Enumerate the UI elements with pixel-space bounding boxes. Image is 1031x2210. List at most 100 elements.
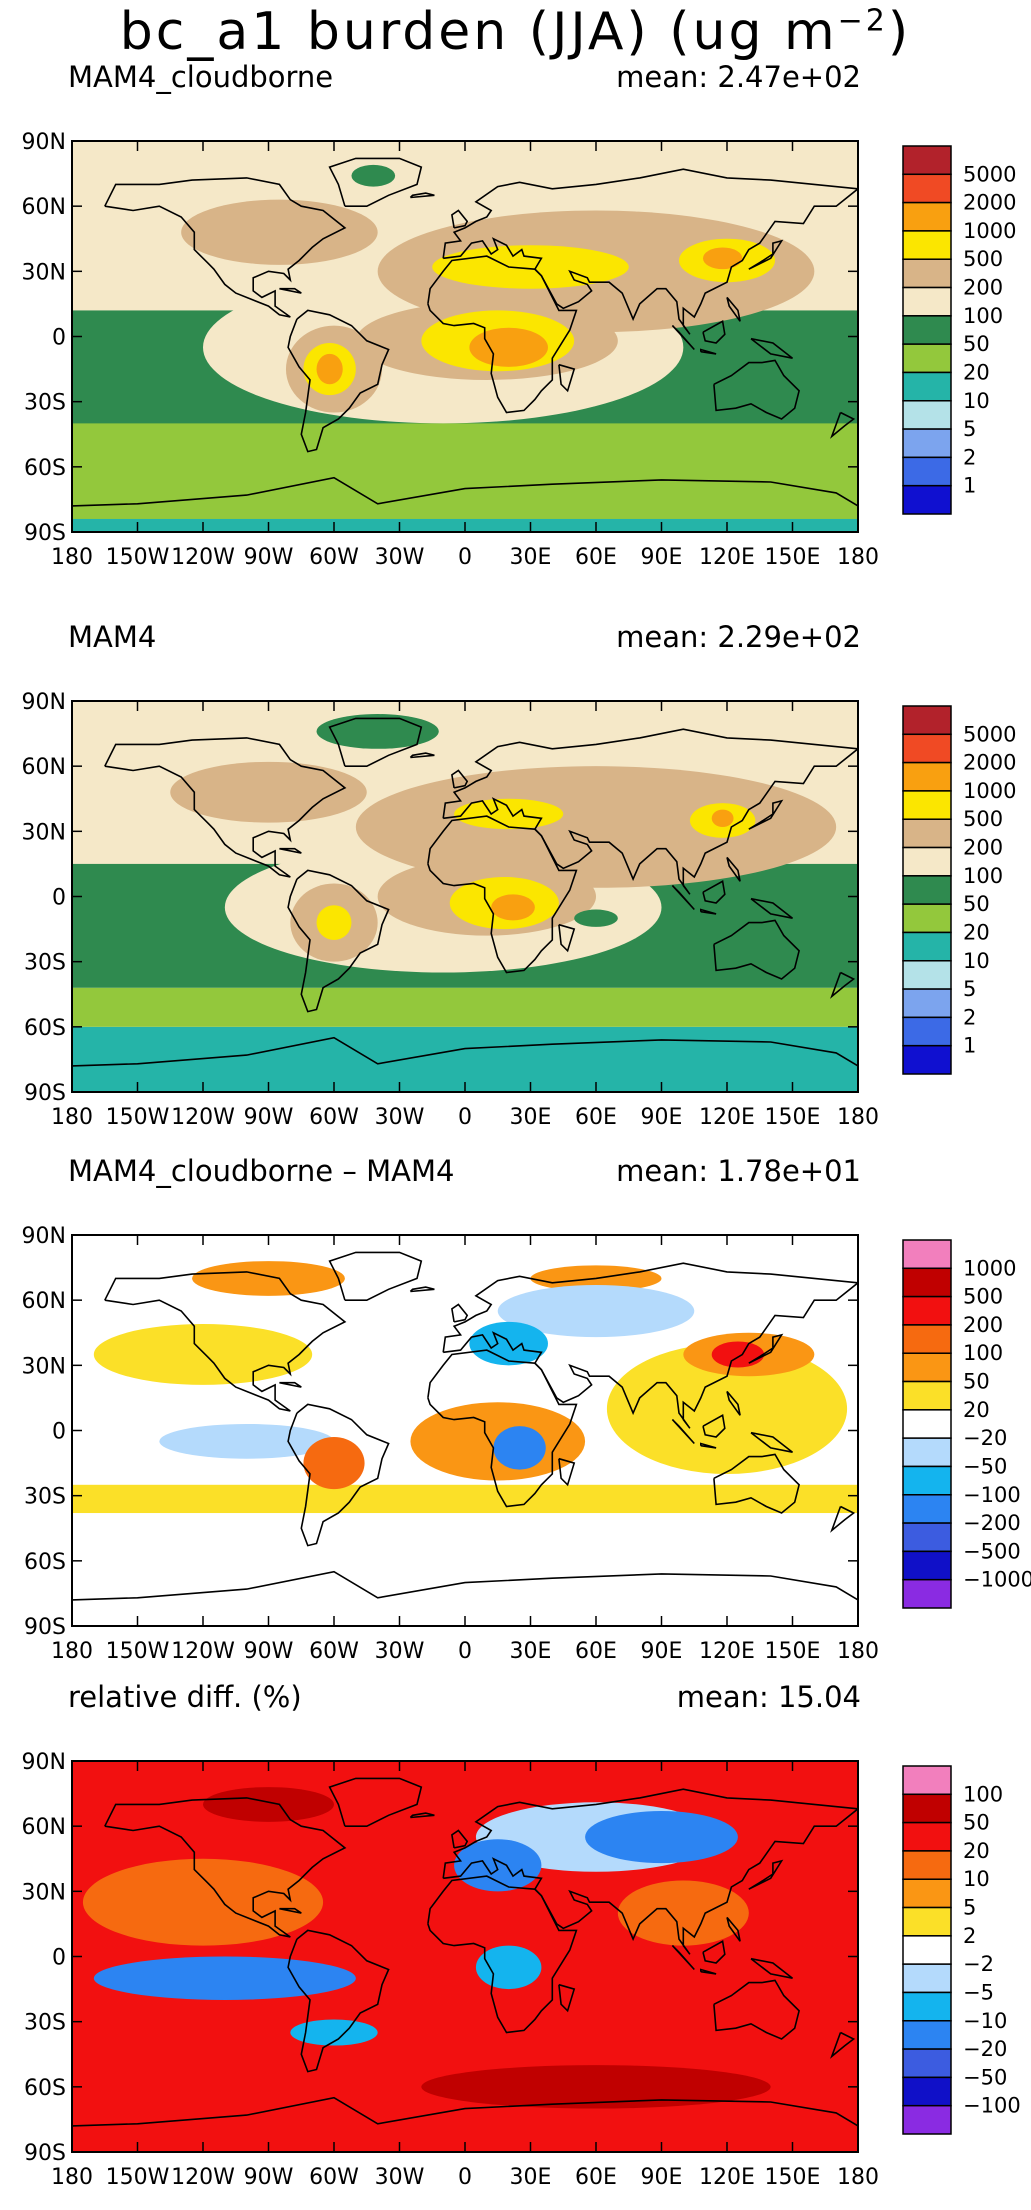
- colorbar-swatch: [902, 2104, 952, 2135]
- coastline: [726, 1916, 741, 1942]
- colorbar-label: 20: [963, 1398, 990, 1422]
- colorbar-swatch: [902, 173, 952, 204]
- colorbar-label: −2: [963, 1952, 994, 1976]
- colorbar-label: 1: [963, 1034, 976, 1058]
- lat-tick-label: 90S: [24, 1615, 66, 1640]
- coastline: [104, 1271, 347, 1412]
- lat-tick-label: 60N: [22, 1289, 66, 1314]
- coastline: [328, 1777, 423, 1827]
- field-blob-50: [421, 2065, 771, 2109]
- lon-tick-label: 60W: [309, 2165, 359, 2190]
- lat-tick-label: 30S: [24, 1485, 66, 1510]
- field-blob-500: [316, 905, 352, 940]
- colorbar-swatch: [902, 1494, 952, 1524]
- coastline: [442, 168, 858, 335]
- field-blob--10: [290, 2019, 378, 2046]
- coastline: [700, 1968, 717, 1975]
- lat-tick-label: 0: [52, 326, 66, 351]
- colorbar-swatch: [902, 258, 952, 289]
- coastline: [750, 1431, 793, 1453]
- coastline: [72, 1036, 858, 1067]
- lon-tick-label: 30E: [510, 1639, 552, 1664]
- coastline: [427, 815, 578, 974]
- coastline: [279, 1907, 302, 1914]
- coastline: [713, 359, 800, 420]
- lat-tick-label: 60N: [22, 755, 66, 780]
- lon-tick-label: 120W: [171, 1105, 235, 1130]
- colorbar-label: 20: [963, 360, 990, 384]
- lon-tick-label: 150W: [106, 1105, 170, 1130]
- colorbar-label: 5: [963, 977, 976, 1001]
- lon-tick-label: 90W: [244, 1105, 294, 1130]
- field-blob-50: [574, 909, 618, 927]
- coastline: [442, 728, 858, 895]
- colorbar-label: −5: [963, 1980, 994, 2004]
- colorbar-swatch: [902, 484, 952, 515]
- coastline: [671, 885, 695, 911]
- lon-tick-label: 120E: [699, 1639, 755, 1664]
- colorbar-swatch: [902, 230, 952, 260]
- coastline: [558, 1457, 576, 1487]
- coastline: [442, 1262, 858, 1429]
- lon-tick-label: 90E: [641, 1105, 683, 1130]
- lon-tick-label: 90E: [641, 2165, 683, 2190]
- coastline: [830, 2031, 856, 2059]
- lat-tick-label: 60S: [24, 1550, 66, 1575]
- lat-tick-label: 60N: [22, 195, 66, 220]
- colorbar-label: 100: [963, 1341, 1003, 1365]
- colorbar-label: 1000: [963, 219, 1016, 243]
- lon-tick-label: 150E: [765, 545, 821, 570]
- lon-tick-label: 30W: [375, 1639, 425, 1664]
- colorbar-label: −10: [963, 2009, 1007, 2033]
- coastline: [104, 177, 347, 318]
- panel-mean: mean: 2.29e+02: [616, 620, 861, 654]
- colorbar-label: 20: [963, 920, 990, 944]
- colorbar-swatch: [902, 1765, 952, 1796]
- coastline: [279, 287, 302, 294]
- coastlines: [72, 1777, 858, 2127]
- coastline: [750, 897, 793, 919]
- lon-tick-label: 150W: [106, 1639, 170, 1664]
- colorbar-label: 5: [963, 1896, 976, 1920]
- lon-tick-label: 30E: [510, 1105, 552, 1130]
- coastline: [748, 1333, 784, 1364]
- figure-title: bc_a1 burden (JJA) (ug m−2): [119, 2, 912, 62]
- coastline: [713, 1453, 800, 1514]
- lat-tick-label: 60S: [24, 1016, 66, 1041]
- coastline: [72, 476, 858, 507]
- lon-tick-label: 150E: [765, 1639, 821, 1664]
- colorbar-swatch: [902, 1550, 952, 1581]
- lat-tick-label: 60N: [22, 1815, 66, 1840]
- colorbar-label: −50: [963, 2065, 1007, 2089]
- map-svg: 180 150W 120W 90W 60W 30W 0 30E 60E 90E 120E 150E 18…: [22, 130, 1017, 570]
- colorbar-label: 100: [963, 1782, 1003, 1806]
- colorbar-swatch: [902, 1324, 952, 1354]
- colorbar-swatch: [902, 2076, 952, 2107]
- field-blob-500: [454, 798, 564, 830]
- colorbar-label: 5000: [963, 722, 1016, 746]
- coastline: [713, 919, 800, 980]
- colorbar-swatch: [902, 761, 952, 792]
- coastline: [702, 1414, 726, 1438]
- field-blob-50: [203, 1787, 334, 1822]
- coastline: [750, 337, 793, 359]
- lon-tick-label: 120E: [699, 545, 755, 570]
- colorbar-swatch: [902, 1437, 952, 1468]
- lon-tick-label: 30E: [510, 545, 552, 570]
- lat-tick-label: 0: [52, 1420, 66, 1445]
- colorbar-label: 1: [963, 474, 976, 498]
- field-band-20: [72, 987, 858, 1027]
- lat-tick-label: 90N: [22, 1224, 66, 1249]
- panel-relative-diff: relative diff. (%) mean: 15.04 180 150W 12…: [0, 1680, 1031, 2210]
- colorbar-swatch: [902, 1821, 952, 1852]
- colorbar-label: 50: [963, 332, 990, 356]
- coastline: [700, 908, 717, 915]
- lon-tick-label: 60E: [575, 2165, 617, 2190]
- coastline: [671, 1945, 695, 1971]
- colorbar-swatch: [902, 201, 952, 232]
- lat-tick-label: 90N: [22, 1750, 66, 1775]
- figure-title-exponent: −2: [837, 3, 888, 39]
- colorbar-swatch: [902, 988, 952, 1019]
- lon-tick-label: 60E: [575, 545, 617, 570]
- colorbar-label: 5: [963, 417, 976, 441]
